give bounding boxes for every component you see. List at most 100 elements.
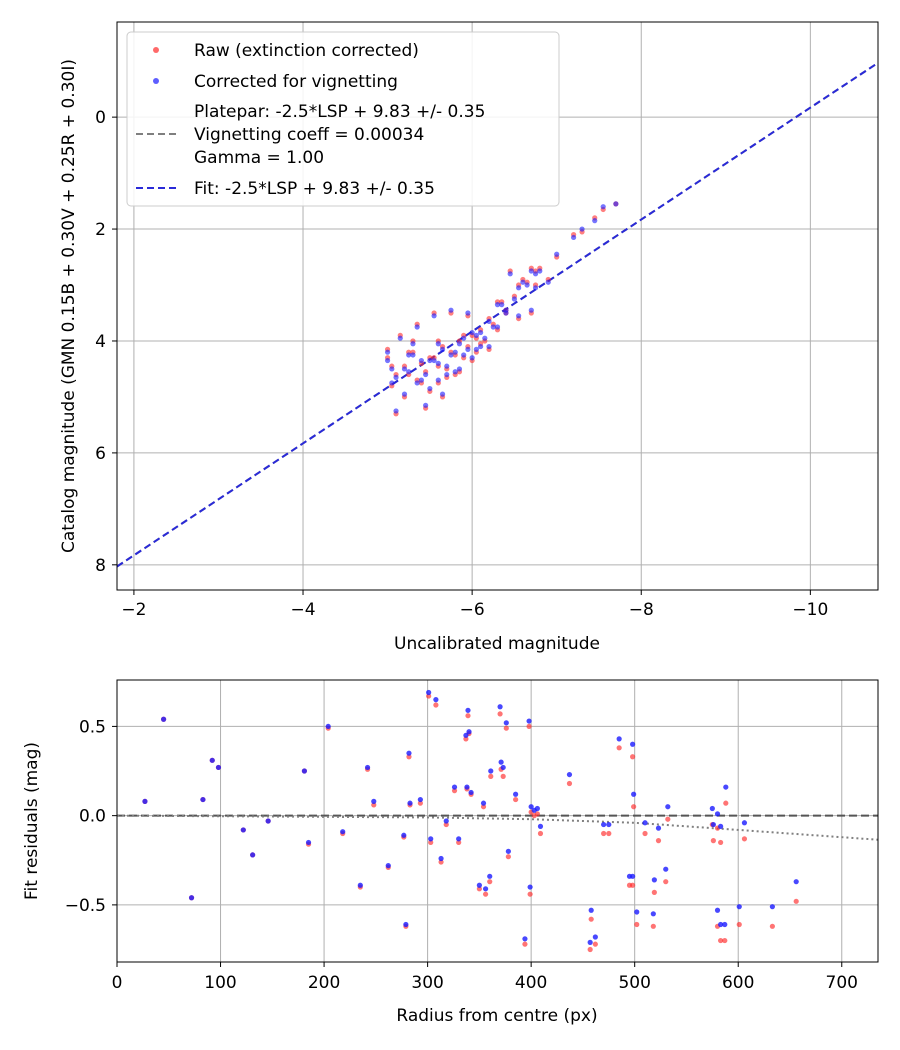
legend: Raw (extinction corrected) Corrected for… [126, 31, 560, 207]
residual-raw-point [534, 811, 540, 817]
bottom-x-ticks: 0 100 200 300 400 500 600 700 [112, 962, 858, 993]
corrected-point [389, 380, 395, 386]
bottom-x-tick-label: 500 [618, 973, 650, 993]
residual-corrected-point [505, 848, 511, 854]
corrected-point [401, 391, 408, 397]
residual-raw-point [793, 898, 799, 904]
corrected-point [393, 374, 399, 380]
residual-corrected-point [793, 879, 799, 885]
bottom-y-tick-label: 0.0 [79, 807, 106, 827]
legend-raw-marker [153, 47, 159, 53]
legend-corrected-label: Corrected for vignetting [194, 72, 398, 92]
corrected-point [499, 302, 505, 308]
residual-corrected-point [723, 784, 729, 790]
top-y-tick-label: 4 [95, 332, 106, 352]
corrected-point [452, 349, 458, 355]
residual-raw-point [505, 854, 511, 860]
residual-raw-point [417, 800, 423, 806]
corrected-point [520, 279, 526, 285]
residual-raw-point [443, 821, 449, 828]
residual-corrected-point [650, 911, 656, 917]
residual-corrected-point [655, 825, 662, 831]
residual-corrected-point [357, 882, 363, 888]
bottom-x-tick-label: 0 [112, 973, 123, 993]
corrected-point [452, 369, 458, 375]
corrected-point [494, 324, 501, 330]
corrected-point [469, 355, 475, 361]
residual-corrected-point [498, 759, 504, 765]
residual-corrected-point [500, 764, 506, 771]
bottom-x-tick-label: 200 [308, 973, 340, 993]
residual-raw-point [741, 836, 748, 842]
residual-corrected-point [426, 689, 432, 696]
residual-raw-point [665, 816, 671, 822]
residual-raw-point [503, 725, 509, 731]
residual-corrected-point [385, 863, 391, 869]
residual-raw-point [601, 830, 607, 837]
residual-corrected-point [468, 789, 474, 796]
corrected-point [427, 385, 433, 392]
corrected-point [554, 251, 560, 257]
corrected-point [439, 391, 446, 397]
residual-raw-point [537, 830, 544, 837]
corrected-point [503, 310, 509, 316]
residual-corrected-point [209, 757, 215, 763]
residual-raw-point [592, 941, 598, 947]
residual-corrected-point [651, 877, 657, 883]
residual-corrected-point [403, 921, 409, 928]
residual-corrected-point [406, 750, 412, 756]
bottom-x-tick-label: 400 [515, 973, 547, 993]
residual-raw-point [718, 839, 724, 846]
residual-corrected-point [305, 839, 312, 846]
residual-raw-point [723, 800, 729, 806]
corrected-point [401, 366, 408, 372]
residual-corrected-point [718, 921, 724, 928]
residual-corrected-point [215, 764, 222, 771]
residual-corrected-point [466, 729, 472, 735]
residual-raw-point [487, 879, 493, 885]
corrected-point [465, 346, 471, 352]
corrected-point [410, 341, 416, 347]
corrected-point [448, 352, 454, 358]
corrected-point [431, 313, 437, 319]
residual-raw-point [476, 886, 482, 892]
residual-raw-point [722, 937, 728, 944]
residual-raw-point [406, 754, 412, 760]
residual-corrected-point [433, 697, 439, 703]
legend-fit-label: Fit: -2.5*LSP + 9.83 +/- 0.35 [194, 179, 435, 199]
residual-raw-point [663, 879, 669, 885]
residual-raw-point [634, 921, 640, 928]
residual-raw-point [769, 923, 775, 929]
vignetting-trend-line [116, 814, 879, 841]
residual-corrected-point [482, 886, 489, 892]
residual-raw-point [513, 796, 519, 803]
top-x-tick-label: −8 [629, 600, 654, 620]
corrected-point [465, 310, 471, 316]
legend-vignetting-label: Vignetting coeff = 0.00034 [194, 125, 424, 145]
top-axes-frame [116, 21, 879, 591]
residual-corrected-point [250, 852, 256, 858]
residual-raw-point [438, 859, 444, 865]
residual-raw-point [526, 723, 532, 730]
residual-corrected-point [642, 820, 648, 826]
residual-corrected-point [709, 805, 715, 812]
corrected-point [393, 408, 399, 414]
corrected-point [477, 343, 484, 350]
residual-corrected-point [631, 791, 637, 797]
residual-raw-point [650, 923, 656, 929]
corrected-point [516, 313, 522, 319]
top-y-tick-label: 0 [95, 108, 106, 128]
residual-raw-point [480, 804, 487, 810]
bottom-x-tick-label: 600 [722, 973, 754, 993]
corrected-point [482, 335, 488, 341]
legend-corrected-marker [153, 78, 159, 84]
corrected-point [439, 346, 446, 352]
residual-corrected-point [428, 836, 434, 842]
residual-corrected-point [592, 934, 598, 940]
legend-box [126, 31, 560, 207]
bottom-x-tick-label: 300 [411, 973, 443, 993]
bottom-y-ticks: −0.5 0.0 0.5 [65, 717, 117, 916]
residual-corrected-point [464, 784, 470, 790]
corrected-point [414, 380, 420, 386]
residual-raw-point [566, 780, 573, 787]
